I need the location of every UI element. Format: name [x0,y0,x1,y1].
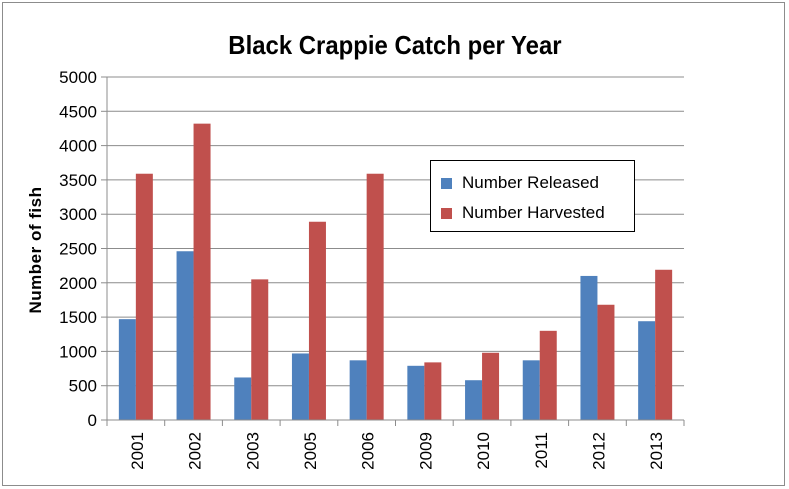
bar-released-2011 [522,360,540,420]
bar-released-2003 [234,377,252,420]
bar-released-2005 [291,353,309,420]
chart-title: Black Crappie Catch per Year [228,30,562,60]
bar-harvested-2001 [135,173,153,420]
x-tick-label: 2002 [186,432,205,470]
legend-label-released: Number Released [462,173,600,192]
bar-harvested-2013 [655,269,673,420]
legend-swatch-harvested [441,207,452,219]
y-tick-label: 4500 [59,102,97,121]
bar-harvested-2012 [597,304,615,420]
bar-released-2002 [176,251,194,420]
x-tick-label: 2001 [128,432,147,470]
bar-harvested-2010 [482,352,500,420]
legend-label-harvested: Number Harvested [462,203,605,222]
y-tick-label: 1000 [59,342,97,361]
bar-released-2012 [580,275,598,420]
legend-swatch-released [441,177,452,189]
bar-harvested-2003 [251,279,269,420]
x-tick-label: 2011 [532,432,551,469]
y-tick-label: 2000 [59,274,97,293]
bars [118,123,673,420]
y-tick-label: 3000 [59,205,97,224]
bar-harvested-2009 [424,362,442,420]
y-tick-label: 500 [69,377,97,396]
legend-item-released: Number Released [441,173,599,193]
tick-labels: 0 500 1000 1500 2000 2500 3000 3500 4000 4500 5000… [59,68,666,470]
bar-released-2010 [465,380,483,420]
x-tick-label: 2012 [589,432,608,470]
y-tick-label: 5000 [59,68,97,87]
x-tick-label: 2006 [359,432,378,470]
x-tick-label: 2010 [474,432,493,470]
y-tick-label: 0 [88,411,97,430]
bar-harvested-2011 [539,330,557,420]
y-tick-label: 3500 [59,171,97,190]
x-tick-label: 2013 [647,432,666,470]
bar-released-2009 [407,365,425,420]
y-tick-label: 1500 [59,308,97,327]
bar-released-2001 [118,319,136,420]
bar-released-2013 [638,321,656,420]
legend: Number Released Number Harvested [430,160,635,232]
y-tick-label: 2500 [59,240,97,259]
bar-harvested-2005 [308,221,326,420]
y-tick-label: 4000 [59,137,97,156]
axes [101,76,685,426]
bar-harvested-2002 [193,123,211,420]
bar-released-2006 [349,360,367,420]
bar-harvested-2006 [366,173,384,420]
legend-item-harvested: Number Harvested [441,203,605,223]
x-tick-label: 2005 [301,432,320,470]
x-tick-label: 2009 [416,432,435,470]
x-tick-label: 2003 [243,432,262,470]
